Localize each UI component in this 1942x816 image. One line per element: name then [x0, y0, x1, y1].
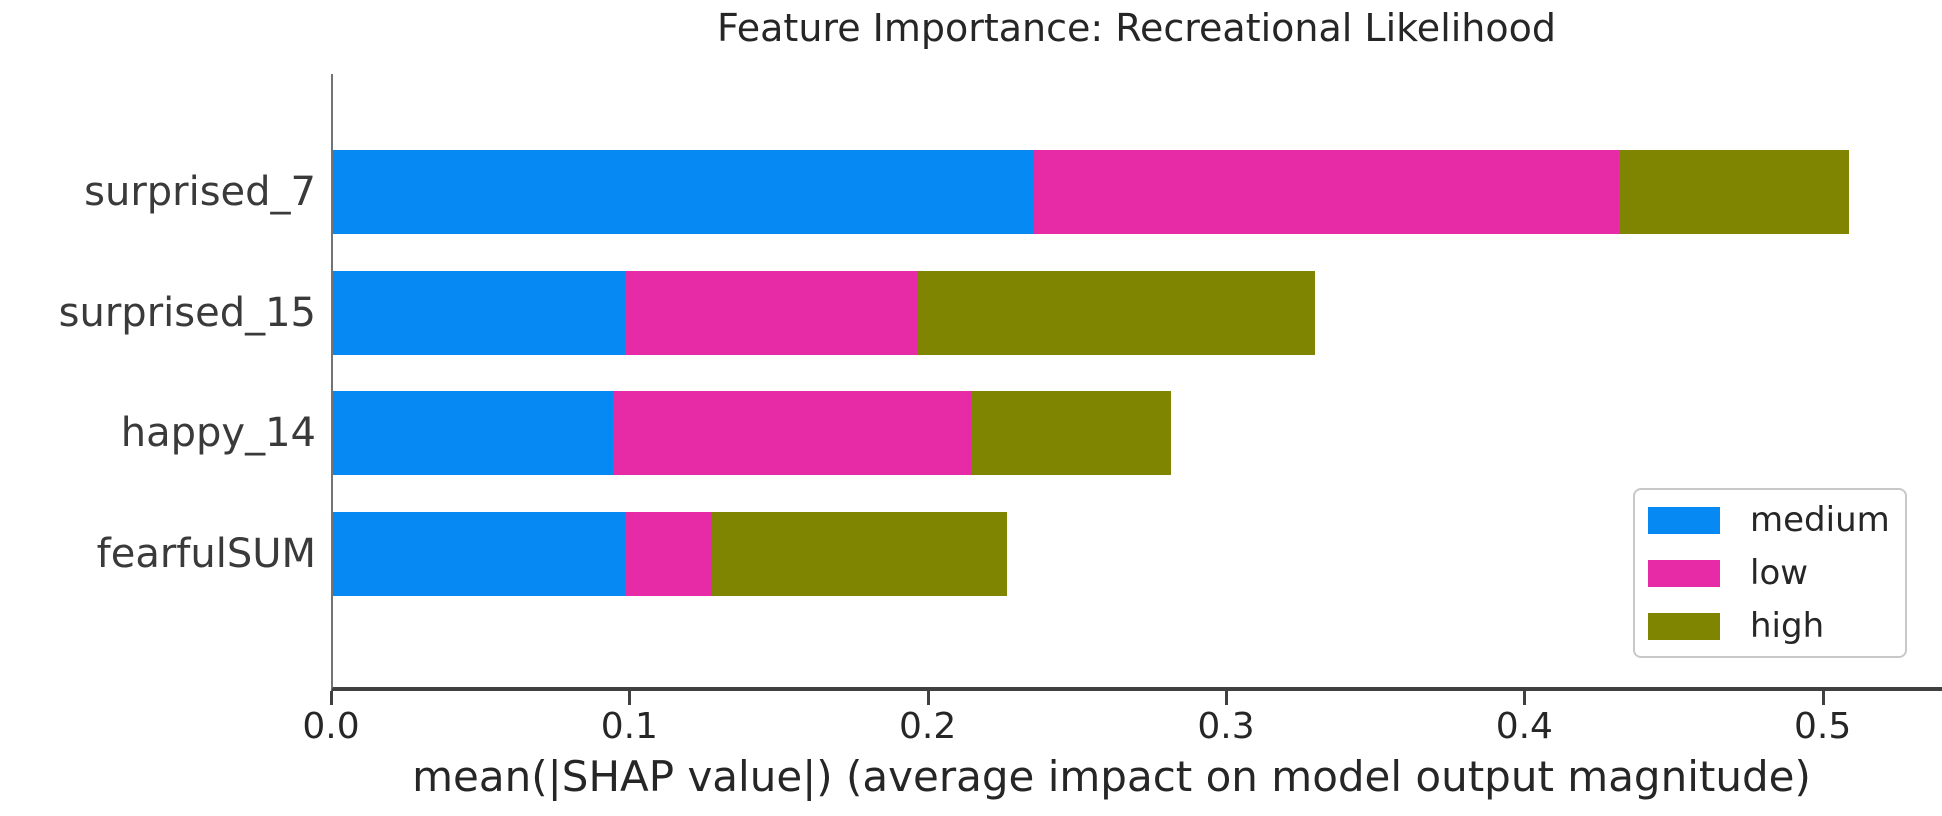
bar-segment-high: [1618, 150, 1849, 234]
legend-item-medium: medium: [1648, 494, 1905, 547]
legend-label: low: [1750, 553, 1809, 593]
bar-segment-medium: [333, 391, 614, 476]
bar-segment-low: [613, 391, 972, 476]
legend: medium low high: [1633, 488, 1907, 658]
bar-happy_14: [333, 391, 1172, 476]
y-axis-label: surprised_7: [84, 169, 316, 215]
x-tick-label: 0.5: [1794, 706, 1852, 747]
bar-segment-low: [625, 270, 918, 355]
x-tick-mark: [628, 691, 632, 705]
y-axis-labels: surprised_7 surprised_15 happy_14 fearfulSU…: [0, 0, 316, 816]
legend-swatch-medium: [1648, 506, 1720, 534]
x-tick-mark: [1225, 691, 1228, 705]
chart-title: Feature Importance: Recreational Likelih…: [716, 6, 1557, 50]
bar-surprised_15: [333, 270, 1315, 355]
x-tick-mark: [1821, 691, 1825, 705]
bar-fearfulSUM: [333, 512, 1008, 597]
x-tick-mark: [1523, 691, 1527, 705]
legend-item-low: low: [1648, 547, 1905, 600]
legend-label: high: [1750, 606, 1825, 646]
x-tick-mark: [926, 691, 930, 705]
y-axis-label: surprised_15: [58, 289, 316, 336]
bar-segment-medium: [333, 270, 626, 355]
plot-area: [331, 74, 1942, 691]
x-tick-label: 0.0: [302, 706, 360, 747]
bar-segment-high: [917, 270, 1315, 355]
x-tick-mark: [330, 691, 333, 705]
bar-segment-medium: [333, 150, 1035, 234]
y-axis-label: fearfulSUM: [96, 531, 316, 578]
legend-label: medium: [1750, 500, 1890, 540]
bar-segment-low: [1034, 150, 1619, 234]
legend-swatch-low: [1648, 559, 1720, 587]
x-tick-label: 0.1: [600, 706, 658, 747]
legend-swatch-high: [1648, 612, 1720, 640]
x-tick-label: 0.2: [899, 706, 957, 747]
bar-segment-high: [711, 512, 1008, 597]
legend-item-high: high: [1648, 600, 1905, 653]
bar-segment-high: [971, 391, 1172, 476]
bar-surprised_7: [333, 150, 1849, 234]
x-tick-label: 0.3: [1197, 706, 1255, 747]
x-axis-label: mean(|SHAP value|) (average impact on mo…: [412, 752, 1811, 801]
bar-segment-medium: [333, 512, 626, 597]
y-axis-label: happy_14: [120, 410, 316, 457]
bar-segment-low: [625, 512, 712, 597]
x-tick-label: 0.4: [1495, 706, 1553, 747]
